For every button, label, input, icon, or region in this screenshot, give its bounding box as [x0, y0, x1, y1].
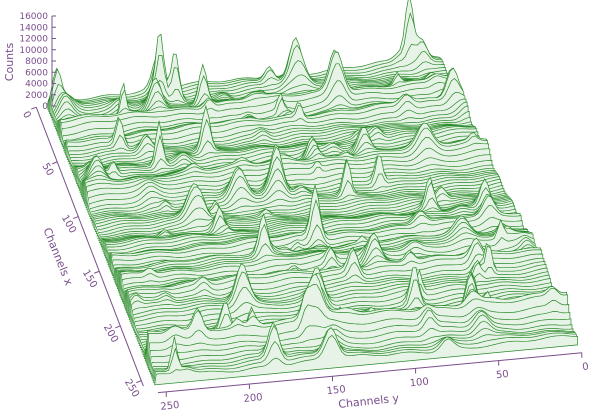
x-tick-label: 100	[59, 213, 78, 235]
surface-mesh	[46, 0, 578, 386]
y-axis-line	[157, 352, 582, 394]
z-tick-label: 16000	[19, 12, 48, 22]
x-tick-label: 150	[80, 268, 99, 290]
x-axis-tick	[94, 270, 100, 274]
y-tick-label: 200	[243, 392, 263, 405]
surface-row	[66, 98, 467, 160]
x-axis-tick	[115, 325, 121, 329]
z-tick-label: 0	[42, 102, 48, 112]
z-tick-label: 10000	[19, 46, 48, 56]
x-tick-label: 200	[101, 323, 120, 345]
y-axis-label: Channels y	[338, 392, 400, 411]
y-tick-label: 250	[160, 400, 180, 413]
z-tick-label: 4000	[25, 80, 48, 90]
y-tick-label: 150	[326, 384, 346, 397]
surface-row	[66, 91, 466, 158]
surface-row	[154, 334, 578, 386]
x-axis-tick	[136, 380, 142, 384]
x-axis-tick	[73, 216, 79, 220]
x-axis-line	[35, 107, 144, 387]
z-axis-label: Counts	[3, 43, 16, 82]
surface-row	[47, 12, 442, 110]
x-axis-tick	[31, 106, 37, 110]
surface-row	[67, 101, 468, 163]
z-tick-label: 2000	[25, 91, 48, 101]
x-tick-label: 50	[39, 161, 55, 178]
x-tick-label: 0	[20, 109, 33, 120]
axes: 0501001502002500501001502002500200040006…	[19, 12, 589, 413]
z-tick-label: 12000	[19, 35, 48, 45]
y-tick-label: 100	[409, 376, 429, 389]
x-axis-label: Channels x	[41, 226, 76, 288]
surface-row	[48, 41, 443, 112]
z-tick-label: 14000	[19, 23, 48, 33]
y-tick-label: 0	[582, 361, 589, 373]
x-tick-label: 250	[122, 377, 141, 399]
z-tick-label: 6000	[25, 68, 48, 78]
x-axis-tick	[52, 161, 58, 165]
surface-row	[100, 186, 510, 248]
surface-row	[46, 0, 441, 108]
y-tick-label: 50	[496, 369, 510, 381]
z-tick-label: 8000	[25, 57, 48, 67]
